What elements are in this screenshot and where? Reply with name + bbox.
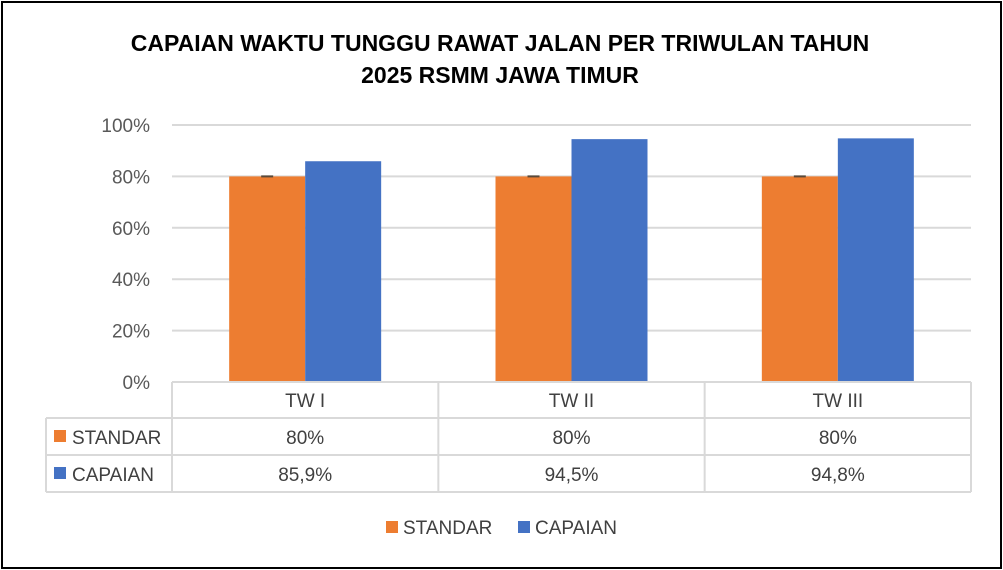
- table-value-standar: 80%: [819, 428, 857, 449]
- legend-label-capaian: CAPAIAN: [535, 518, 617, 539]
- category-label: TW II: [549, 391, 594, 412]
- legend-key-capaian: [518, 521, 530, 533]
- legend-label-standar: STANDAR: [403, 518, 492, 539]
- table-legend-key: [54, 467, 66, 479]
- table-series-label: CAPAIAN: [72, 465, 154, 486]
- table-value-standar: 80%: [552, 428, 590, 449]
- category-label: TW III: [813, 391, 864, 412]
- table-series-label: STANDAR: [72, 428, 161, 449]
- table-value-capaian: 94,5%: [545, 465, 599, 486]
- category-label: TW I: [285, 391, 325, 412]
- table-value-capaian: 85,9%: [278, 465, 332, 486]
- y-tick-label: 0%: [123, 373, 151, 394]
- table-value-standar: 80%: [286, 428, 324, 449]
- chart-title-line-2: 2025 RSMM JAWA TIMUR: [361, 62, 639, 88]
- y-tick-label: 60%: [112, 219, 150, 240]
- legend-key-standar: [386, 521, 398, 533]
- bar-capaian-2: [571, 139, 648, 382]
- table-legend-key: [54, 430, 66, 442]
- table-value-capaian: 94,8%: [811, 465, 865, 486]
- y-tick-label: 20%: [112, 322, 150, 343]
- y-tick-label: 40%: [112, 270, 150, 291]
- bar-standar-3: [761, 176, 838, 382]
- bar-capaian-3: [837, 138, 914, 382]
- chart-title-line-1: CAPAIAN WAKTU TUNGGU RAWAT JALAN PER TRI…: [131, 30, 870, 56]
- y-tick-label: 80%: [112, 167, 150, 188]
- bar-capaian-1: [305, 161, 382, 382]
- y-tick-label: 100%: [101, 116, 150, 137]
- bar-standar-2: [495, 176, 572, 382]
- bar-standar-1: [229, 176, 306, 382]
